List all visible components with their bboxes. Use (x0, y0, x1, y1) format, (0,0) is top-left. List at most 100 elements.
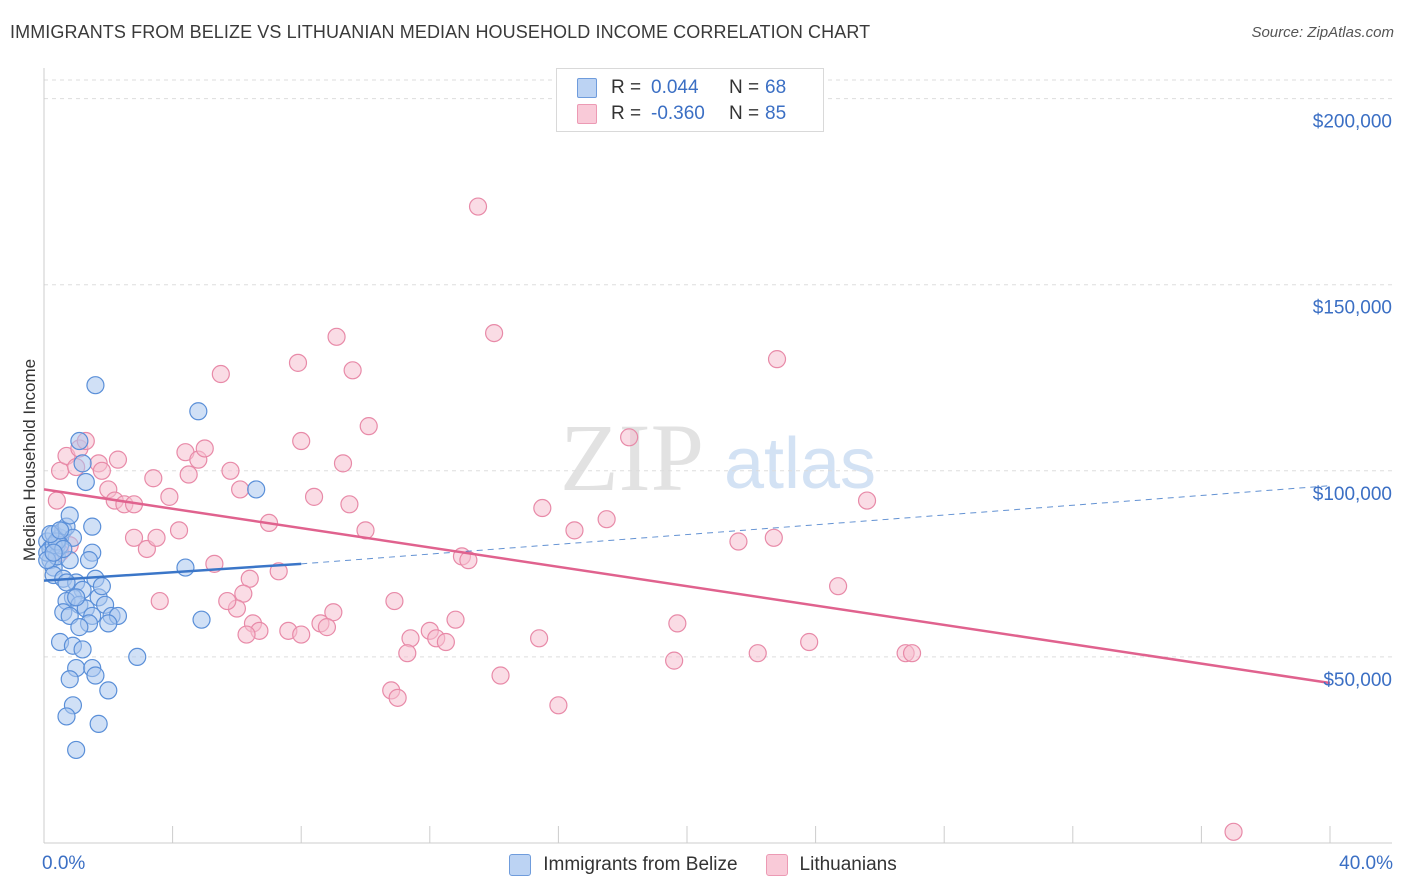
legend-r-label: R = (611, 103, 642, 124)
lithuanians-point (401, 629, 420, 648)
lithuanians-point (485, 323, 504, 343)
belize-point (86, 376, 105, 395)
belize-point (70, 431, 89, 451)
lithuanians-point (665, 651, 684, 670)
legend-row-lithuanians: R = -0.360 N = 85 (577, 102, 786, 126)
belize-point (99, 681, 118, 700)
belize-points (38, 376, 266, 760)
lithuanians-point (597, 510, 616, 529)
lithuanians-point (800, 632, 819, 652)
lithuanians-point (668, 614, 687, 633)
lithuanians-point (491, 666, 510, 685)
lithuanians-point (47, 491, 66, 510)
lithuanians-point (385, 591, 404, 611)
lithuanians-point (92, 461, 111, 480)
source-credit: Source: ZipAtlas.com (1251, 24, 1394, 41)
legend-swatch-lithuanians (577, 104, 597, 124)
belize-point (247, 480, 266, 499)
lithuanians-points (47, 197, 1243, 841)
lithuanians-point (169, 521, 189, 540)
legend-item-lithuanians: Lithuanians (765, 854, 897, 876)
belize-point (128, 647, 147, 667)
legend-n-label: N = (729, 77, 760, 98)
lithuanians-point (729, 532, 748, 551)
lithuanians-point (218, 591, 237, 611)
lithuanians-point (327, 327, 346, 346)
series-legend: Immigrants from Belize Lithuanians (0, 852, 1406, 878)
legend-row-belize: R = 0.044 N = 68 (577, 76, 786, 100)
legend-n-value: 85 (765, 103, 787, 124)
legend-r-value: 0.044 (651, 77, 699, 98)
belize-point (50, 521, 70, 540)
lithuanians-point (292, 625, 311, 644)
lithuanians-point (530, 629, 549, 648)
lithuanians-point (340, 495, 359, 514)
legend-swatch-belize (577, 78, 597, 98)
belize-point (57, 573, 76, 592)
x-tick-label-max: 40.0% (1339, 853, 1393, 874)
belize-trend-line (43, 562, 302, 582)
watermark-zip: ZIP (560, 404, 704, 511)
watermark: ZIP atlas (560, 404, 876, 511)
lithuanians-point (436, 632, 455, 652)
belize-point (73, 640, 92, 659)
y-tick-label: $150,000 (1313, 298, 1392, 319)
lithuanians-point (343, 361, 362, 380)
belize-point (83, 517, 102, 536)
belize-point (57, 707, 76, 726)
belize-point (73, 454, 92, 473)
lithuanians-point (288, 353, 308, 372)
watermark-atlas: atlas (724, 424, 876, 504)
lithuanians-point (902, 644, 922, 663)
belize-point (99, 614, 118, 633)
lithuanians-point (468, 197, 488, 216)
y-tick-label: $200,000 (1313, 112, 1392, 133)
lithuanians-point (237, 625, 256, 644)
belize-trend-extension (301, 485, 1331, 565)
lithuanians-point (333, 454, 353, 473)
lithuanians-point (764, 528, 783, 547)
belize-point (76, 472, 95, 492)
lithuanians-trend-line (43, 488, 1331, 685)
lithuanians-point (231, 480, 250, 499)
belize-point (86, 666, 105, 685)
belize-point (79, 551, 99, 570)
lithuanians-point (549, 696, 568, 715)
belize-point (44, 543, 63, 562)
lithuanians-point (398, 644, 417, 663)
lithuanians-point (179, 465, 198, 484)
correlation-legend: R = 0.044 N = 68 R = -0.360 N = 85 (556, 68, 824, 132)
y-tick-label: $50,000 (1323, 670, 1392, 691)
lithuanians-point (292, 431, 311, 451)
legend-item-belize: Immigrants from Belize (509, 854, 738, 876)
lithuanians-point (269, 562, 288, 581)
legend-r-label: R = (611, 77, 642, 98)
trend-lines (43, 485, 1331, 685)
lithuanians-point (221, 461, 240, 480)
lithuanians-point (150, 591, 169, 611)
lithuanians-point (388, 688, 407, 707)
lithuanians-point (565, 521, 584, 540)
lithuanians-point (195, 439, 214, 458)
belize-point (189, 402, 208, 421)
lithuanians-point (446, 610, 465, 629)
lithuanians-point (211, 364, 230, 384)
x-tick-label-min: 0.0% (42, 853, 85, 874)
belize-point (92, 577, 111, 596)
y-tick-label: $100,000 (1313, 484, 1392, 505)
belize-point (70, 618, 89, 637)
legend-n-value: 68 (765, 77, 787, 98)
legend-n-label: N = (729, 103, 760, 124)
lithuanians-point (533, 498, 552, 518)
belize-point (67, 740, 86, 760)
belize-point (89, 714, 108, 733)
legend-label-belize: Immigrants from Belize (543, 854, 738, 875)
lithuanians-point (144, 469, 163, 488)
lithuanians-point (317, 618, 337, 637)
legend-label-lithuanians: Lithuanians (799, 854, 897, 875)
belize-point (192, 610, 211, 629)
lithuanians-point (359, 417, 378, 436)
lithuanians-point (767, 350, 787, 369)
tick-labels: $50,000 $100,000 $150,000 $200,000 0.0% 40.0% (42, 112, 1393, 874)
